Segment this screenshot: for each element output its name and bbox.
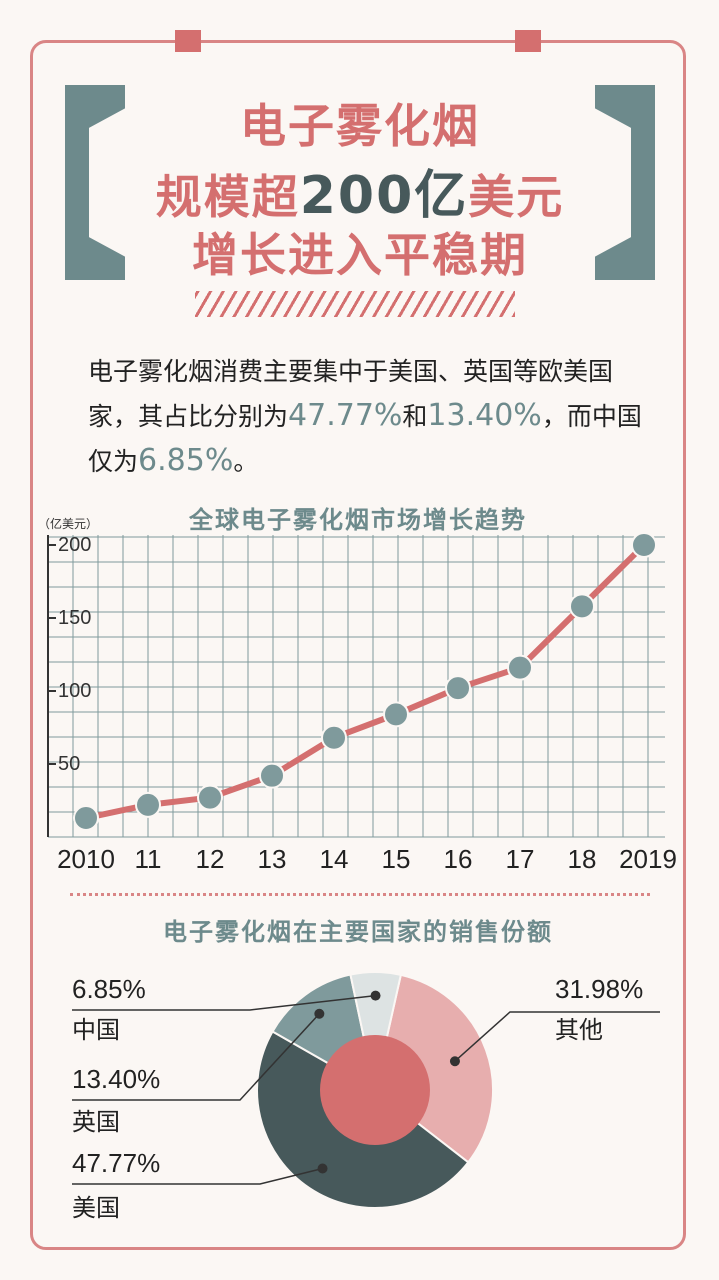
headline-line-2b: 200亿: [299, 166, 469, 226]
x-tick-label: 17: [506, 844, 535, 874]
data-point: [569, 593, 595, 620]
x-tick-label: 12: [196, 844, 225, 874]
x-tick-label: 2010: [57, 844, 115, 874]
headline-line-2c: 美元: [468, 170, 565, 224]
pie-category-label: 其他: [555, 1016, 603, 1044]
pie-category-label: 英国: [72, 1108, 120, 1136]
hatch-divider: [195, 291, 515, 317]
leader-dot-美国: [317, 1163, 328, 1174]
x-tick-label: 11: [135, 844, 162, 874]
intro-paragraph: 电子雾化烟消费主要集中于美国、英国等欧美国家，其占比分别为47.77%和13.4…: [88, 350, 648, 484]
leader-line-英国: [72, 1013, 320, 1101]
pie-slice-中国: [349, 971, 403, 1091]
intro-value-us: 47.77%: [288, 398, 403, 433]
pie-value-label: 31.98%: [555, 974, 643, 1004]
pie-value-label: 13.40%: [72, 1064, 160, 1094]
data-point: [383, 701, 409, 728]
bracket-right-icon: [595, 85, 655, 280]
pie-chart-title: 电子雾化烟在主要国家的销售份额: [163, 918, 553, 946]
headline-line-2a: 规模超: [155, 170, 300, 224]
pie-value-label: 6.85%: [72, 974, 146, 1004]
leader-line-美国: [72, 1167, 323, 1185]
bracket-left-icon: [65, 85, 125, 280]
headline-line-1: 电子雾化烟: [240, 99, 480, 153]
y-tick-label: 100: [58, 680, 91, 702]
pie-center: [320, 1035, 430, 1145]
pie-category-label: 美国: [72, 1194, 120, 1222]
line-chart-title: 全球电子雾化烟市场增长趋势: [189, 506, 527, 534]
data-point: [259, 762, 285, 789]
y-unit-label: （亿美元）: [38, 516, 98, 531]
leader-dot-中国: [370, 990, 381, 1001]
pie-value-label: 47.77%: [72, 1148, 160, 1178]
headline: 电子雾化烟 规模超200亿美元 增长进入平稳期: [65, 85, 655, 282]
line-chart: （亿美元） 50 100 150 200 2010 11 12 13 14 15 16 17 18 2019: [38, 516, 677, 874]
data-point: [507, 654, 533, 681]
series-line: [85, 542, 647, 821]
data-point: [73, 805, 99, 832]
pie-chart: 31.98% 其他 47.77% 美国 13.40% 英国 6.85% 中国: [72, 971, 660, 1222]
data-point: [135, 791, 161, 818]
intro-text-4: 。: [233, 447, 259, 476]
pie-slice-其他: [373, 973, 494, 1164]
frame-tab-left: [175, 30, 201, 52]
data-point: [197, 784, 223, 811]
data-point: [445, 675, 471, 702]
intro-value-cn: 6.85%: [138, 443, 234, 478]
leader-line-中国: [72, 994, 376, 1011]
leader-dot-其他: [449, 1056, 460, 1067]
section-divider: [70, 893, 650, 896]
y-tick-label: 50: [58, 753, 80, 775]
leader-line-其他: [454, 1011, 660, 1062]
chart-grid: [47, 535, 665, 838]
intro-text-3: ，而中国仅为: [88, 402, 642, 476]
data-point: [631, 532, 657, 558]
pie-category-label: 中国: [72, 1016, 120, 1044]
x-tick-label: 13: [258, 844, 287, 874]
intro-value-uk: 13.40%: [427, 398, 542, 433]
leader-dot-英国: [314, 1008, 325, 1019]
x-tick-label: 2019: [619, 844, 677, 874]
headline-line-2: 规模超200亿美元: [125, 153, 595, 228]
y-tick-label: 200: [58, 534, 91, 556]
x-tick-label: 16: [444, 844, 473, 874]
data-point: [321, 724, 347, 751]
headline-line-3: 增长进入平稳期: [192, 228, 528, 282]
intro-text-1: 电子雾化烟消费主要集中于美国、英国等欧美国家，其占比分别为: [88, 357, 614, 431]
y-tick-label: 150: [58, 607, 91, 629]
frame-tab-right: [515, 30, 541, 52]
x-tick-label: 15: [382, 844, 411, 874]
x-tick-label: 14: [320, 844, 349, 874]
page-frame: [30, 40, 686, 1250]
x-tick-label: 18: [568, 844, 597, 874]
intro-text-2: 和: [402, 402, 428, 431]
